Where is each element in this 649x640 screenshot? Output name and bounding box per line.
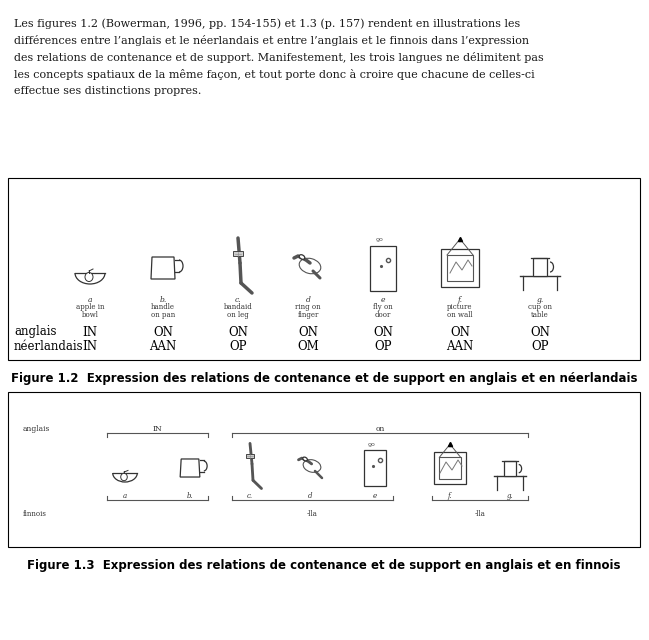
Text: IN: IN (82, 339, 97, 353)
Text: on: on (375, 425, 385, 433)
Ellipse shape (299, 255, 305, 259)
Text: AAN: AAN (149, 339, 177, 353)
Text: e: e (381, 296, 386, 304)
Text: OP: OP (229, 339, 247, 353)
Text: -lla: -lla (307, 510, 318, 518)
Ellipse shape (303, 457, 308, 461)
Bar (439, 458, 461, 479)
Text: on pan: on pan (151, 311, 175, 319)
Text: anglais: anglais (14, 326, 56, 339)
Text: ring on: ring on (295, 303, 321, 311)
Text: f.: f. (448, 492, 452, 500)
Text: cup on: cup on (528, 303, 552, 311)
Text: on wall: on wall (447, 311, 472, 319)
Text: ON: ON (228, 326, 248, 339)
Text: e: e (373, 492, 377, 500)
Text: go: go (368, 442, 376, 447)
Text: d: d (306, 296, 310, 304)
Text: c.: c. (235, 296, 241, 304)
Bar (441, 249, 479, 287)
Text: ON: ON (298, 326, 318, 339)
Text: ON: ON (153, 326, 173, 339)
Text: handle: handle (151, 303, 175, 311)
Ellipse shape (121, 474, 127, 481)
Text: c.: c. (247, 492, 253, 500)
Bar (364, 449, 386, 486)
Ellipse shape (85, 273, 93, 282)
Text: OP: OP (374, 339, 392, 353)
Text: anglais: anglais (23, 425, 51, 433)
Text: table: table (531, 311, 549, 319)
Text: apple in: apple in (76, 303, 104, 311)
Text: différences entre l’anglais et le néerlandais et entre l’anglais et le finnois d: différences entre l’anglais et le néerla… (14, 35, 529, 46)
Text: g.: g. (536, 296, 544, 304)
Text: bandaid: bandaid (224, 303, 252, 311)
Text: IN: IN (153, 425, 162, 433)
Text: a: a (123, 492, 127, 500)
Text: les concepts spatiaux de la même façon, et tout porte donc à croire que chacune : les concepts spatiaux de la même façon, … (14, 69, 535, 80)
Bar (504, 461, 516, 476)
Text: ON: ON (530, 326, 550, 339)
Text: Figure 1.3  Expression des relations de contenance et de support en anglais et e: Figure 1.3 Expression des relations de c… (27, 559, 620, 572)
Text: door: door (375, 311, 391, 319)
Polygon shape (151, 257, 175, 279)
Text: go: go (376, 237, 384, 243)
Text: d: d (308, 492, 312, 500)
Text: néerlandais: néerlandais (14, 339, 84, 353)
Text: effectue ses distinctions propres.: effectue ses distinctions propres. (14, 86, 201, 96)
Ellipse shape (299, 258, 321, 274)
Text: b.: b. (187, 492, 193, 500)
Bar (233, 251, 243, 256)
Bar (533, 258, 547, 276)
Ellipse shape (303, 460, 321, 472)
Text: OM: OM (297, 339, 319, 353)
Bar (246, 454, 254, 458)
Text: AAN: AAN (447, 339, 474, 353)
Text: -lla: -lla (474, 510, 485, 518)
Text: bowl: bowl (82, 311, 99, 319)
Text: Les figures 1.2 (Bowerman, 1996, pp. 154-155) et 1.3 (p. 157) rendent en illustr: Les figures 1.2 (Bowerman, 1996, pp. 154… (14, 18, 520, 29)
Bar (8, 392, 640, 547)
Text: finger: finger (297, 311, 319, 319)
Text: g.: g. (507, 492, 513, 500)
Text: ON: ON (373, 326, 393, 339)
Text: picture: picture (447, 303, 472, 311)
Text: ON: ON (450, 326, 470, 339)
Text: b.: b. (160, 296, 167, 304)
Polygon shape (180, 459, 200, 477)
Bar (8, 178, 640, 360)
Text: a: a (88, 296, 92, 304)
Text: on leg: on leg (227, 311, 249, 319)
Text: fly on: fly on (373, 303, 393, 311)
Text: IN: IN (82, 326, 97, 339)
Text: Figure 1.2  Expression des relations de contenance et de support en anglais et e: Figure 1.2 Expression des relations de c… (11, 372, 637, 385)
Bar (434, 452, 465, 484)
Text: finnois: finnois (23, 510, 47, 518)
Bar (447, 255, 473, 281)
Text: f.: f. (458, 296, 463, 304)
Text: des relations de contenance et de support. Manifestement, les trois langues ne d: des relations de contenance et de suppor… (14, 52, 544, 63)
Text: OP: OP (532, 339, 549, 353)
Bar (370, 246, 396, 291)
